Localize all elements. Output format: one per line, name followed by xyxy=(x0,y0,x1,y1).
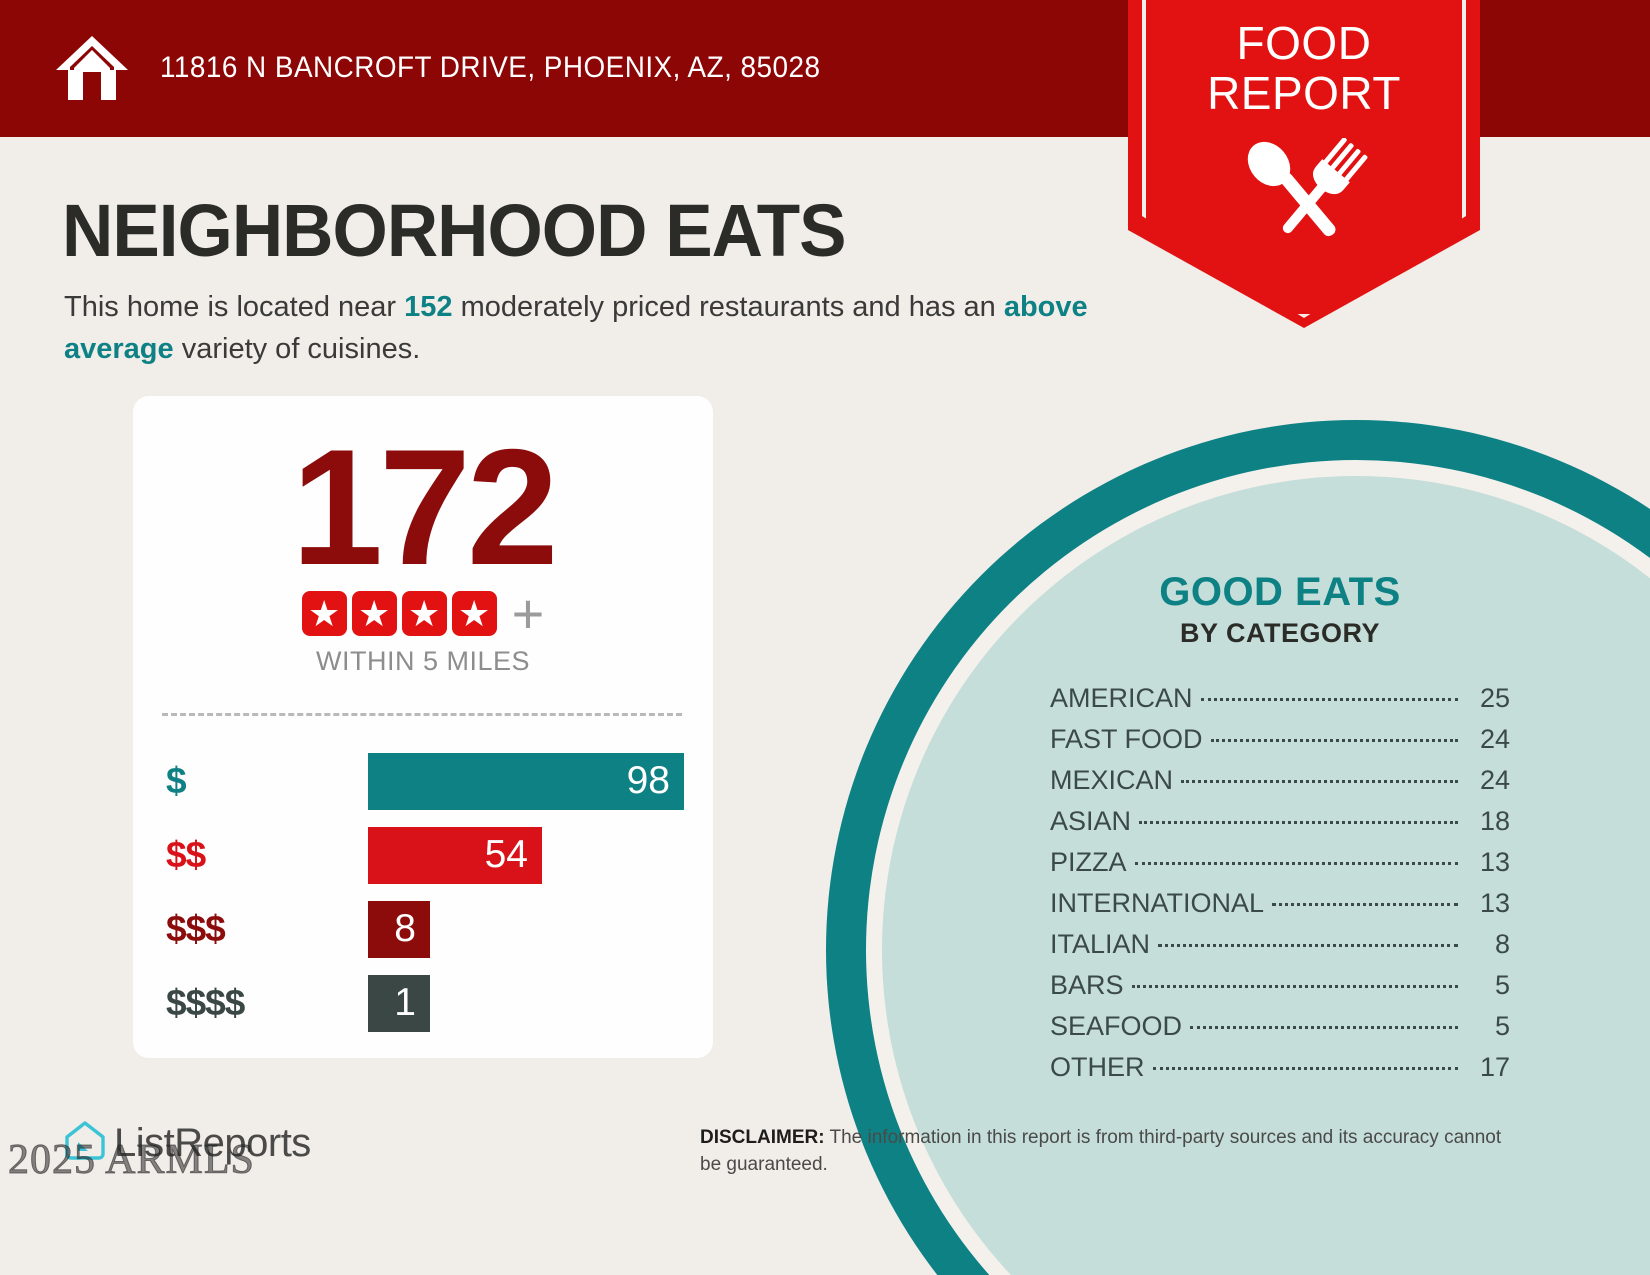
category-row: FAST FOOD 24 xyxy=(1050,724,1510,765)
restaurant-count: 152 xyxy=(404,291,453,323)
star-icon: ★ xyxy=(401,591,447,636)
price-label-4: $$$$ xyxy=(166,982,245,1023)
chart-row: $$$$ 1 xyxy=(166,966,689,1040)
price-label-1: $ xyxy=(166,760,187,801)
category-row: OTHER 17 xyxy=(1050,1052,1510,1093)
badge-border xyxy=(1142,0,1466,318)
star-icon: ★ xyxy=(451,591,497,636)
category-row: AMERICAN 25 xyxy=(1050,683,1510,724)
bar-value-3: 8 xyxy=(368,900,430,958)
price-label-3: $$$ xyxy=(166,908,226,949)
category-row: BARS 5 xyxy=(1050,970,1510,1011)
house-outline-icon xyxy=(62,1118,108,1169)
category-name: AMERICAN xyxy=(1050,683,1193,713)
category-count: 5 xyxy=(1494,970,1510,1000)
chart-row: $ 98 xyxy=(166,744,689,818)
bar-track: 8 xyxy=(368,900,689,958)
category-row: SEAFOOD 5 xyxy=(1050,1011,1510,1052)
category-count: 24 xyxy=(1479,765,1510,795)
disclaimer-label: DISCLAIMER: xyxy=(700,1127,825,1148)
category-count: 8 xyxy=(1494,929,1510,959)
category-name: MEXICAN xyxy=(1050,765,1174,795)
variety-rating: above average xyxy=(64,291,1088,365)
score-card: 172 ★ ★ ★ ★ + WITHIN 5 MILES $ 98 $$ 54 xyxy=(133,396,713,1058)
badge-title: FOOD REPORT xyxy=(1128,18,1480,118)
spoon-fork-crossed-icon xyxy=(1239,137,1369,248)
price-level-chart: $ 98 $$ 54 $$$ 8 $$$$ 1 xyxy=(166,744,689,1040)
chart-row: $$ 54 xyxy=(166,818,689,892)
leader-dots xyxy=(1181,780,1458,783)
category-count: 17 xyxy=(1479,1052,1510,1082)
leader-dots xyxy=(1190,1026,1458,1029)
logo-text: ListReports xyxy=(114,1121,311,1165)
card-divider xyxy=(162,713,682,716)
category-count: 5 xyxy=(1494,1011,1510,1041)
page-title: NEIGHBORHOOD EATS xyxy=(62,189,847,272)
category-count: 25 xyxy=(1479,683,1510,713)
category-name: INTERNATIONAL xyxy=(1050,888,1265,918)
header-content: 11816 N BANCROFT DRIVE, PHOENIX, AZ, 850… xyxy=(54,32,870,104)
price-label-2: $$ xyxy=(166,834,206,875)
radius-caption: WITHIN 5 MILES xyxy=(315,646,531,676)
category-count: 13 xyxy=(1479,847,1510,877)
leader-dots xyxy=(1200,698,1458,701)
category-name: OTHER xyxy=(1050,1052,1145,1082)
category-row: ITALIAN 8 xyxy=(1050,929,1510,970)
category-list: AMERICAN 25 FAST FOOD 24 MEXICAN 24 ASIAN 18 PIZ… xyxy=(1050,683,1510,1093)
bar-value-4: 1 xyxy=(368,974,430,1032)
disclaimer: DISCLAIMER: The information in this repo… xyxy=(700,1124,1510,1178)
listreports-logo[interactable]: ListReports xyxy=(62,1118,311,1169)
good-eats-subtitle: BY CATEGORY xyxy=(1179,618,1381,648)
category-count: 18 xyxy=(1479,806,1510,836)
category-name: PIZZA xyxy=(1050,847,1127,877)
leader-dots xyxy=(1272,903,1458,906)
bar-value-1: 98 xyxy=(368,752,684,810)
subtitle-text-3: variety of cuisines. xyxy=(173,333,421,365)
category-name: BARS xyxy=(1050,970,1124,1000)
badge-line-2: REPORT xyxy=(1207,67,1401,119)
badge-line-1: FOOD xyxy=(1236,17,1372,69)
category-count: 24 xyxy=(1479,724,1510,754)
plus-icon: + xyxy=(511,581,545,645)
subtitle-text-1: This home is located near xyxy=(64,291,405,323)
leader-dots xyxy=(1139,821,1458,824)
leader-dots xyxy=(1152,1067,1458,1070)
category-name: SEAFOOD xyxy=(1050,1011,1183,1041)
category-row: MEXICAN 24 xyxy=(1050,765,1510,806)
property-address: 11816 N BANCROFT DRIVE, PHOENIX, AZ, 850… xyxy=(160,51,821,84)
food-report-badge: FOOD REPORT xyxy=(1128,0,1480,328)
leader-dots xyxy=(1210,739,1458,742)
category-row: PIZZA 13 xyxy=(1050,847,1510,888)
good-eats-title: GOOD EATS xyxy=(1159,570,1401,614)
restaurant-total: 172 xyxy=(291,415,558,599)
category-name: ASIAN xyxy=(1050,806,1132,836)
subtitle-text-2: moderately priced restaurants and has an xyxy=(452,291,1004,323)
armls-watermark: 2025 ARMLS xyxy=(8,1137,255,1184)
bar-value-2: 54 xyxy=(368,826,542,884)
star-rating: ★ ★ ★ ★ + xyxy=(133,581,713,645)
good-eats-section: GOOD EATS BY CATEGORY AMERICAN 25 FAST FOO… xyxy=(1050,570,1510,1093)
star-icon: ★ xyxy=(301,591,347,636)
category-count: 13 xyxy=(1479,888,1510,918)
leader-dots xyxy=(1158,944,1458,947)
category-row: INTERNATIONAL 13 xyxy=(1050,888,1510,929)
page-subtitle: This home is located near 152 moderately… xyxy=(64,286,1094,370)
category-row: ASIAN 18 xyxy=(1050,806,1510,847)
chart-row: $$$ 8 xyxy=(166,892,689,966)
disclaimer-text: The information in this report is from t… xyxy=(700,1127,1502,1175)
star-icon: ★ xyxy=(351,591,397,636)
bar-track: 98 xyxy=(368,752,689,810)
category-name: FAST FOOD xyxy=(1050,724,1203,754)
home-icon xyxy=(54,32,130,104)
leader-dots xyxy=(1134,862,1458,865)
bar-track: 54 xyxy=(368,826,689,884)
leader-dots xyxy=(1131,985,1458,988)
bar-track: 1 xyxy=(368,974,689,1032)
category-name: ITALIAN xyxy=(1050,929,1151,959)
